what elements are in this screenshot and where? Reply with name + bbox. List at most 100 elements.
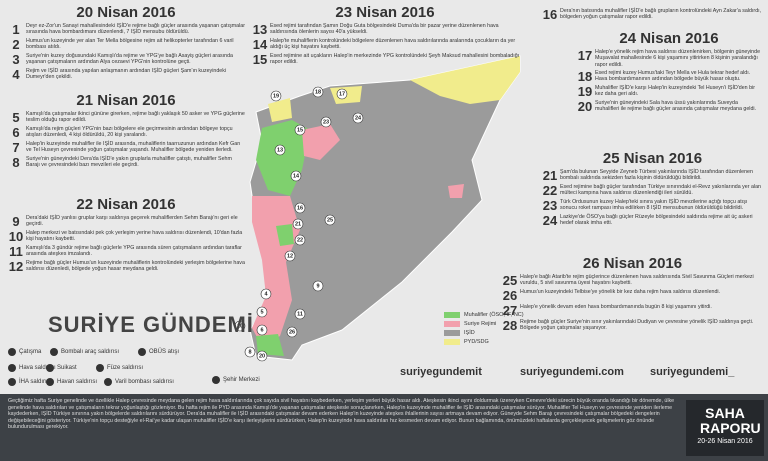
section: 26 Nisan 2016 25 Halep'e bağlı Atarib'te r…	[500, 255, 765, 334]
event-item: 15 Esed rejimine ait uçakların Halep'in m…	[250, 53, 520, 66]
map-marker-label: 20	[259, 353, 265, 359]
legend-entry: IŞİD	[444, 330, 475, 336]
event-text: Suriye'nin güneyindeki Dera'da IŞİD'e ya…	[26, 156, 232, 169]
icon-label: Bombalı araç saldırısı	[61, 349, 120, 355]
event-item: 13 Esed rejimi tarafından Şamın Doğu Guta…	[250, 23, 520, 36]
event-number: 16	[542, 7, 558, 22]
event-number: 23	[542, 198, 558, 213]
legend-entry: Suriye Rejimi	[444, 321, 496, 327]
map-marker-label: 15	[297, 127, 303, 133]
map-marker-label: 26	[289, 329, 295, 335]
map-marker	[284, 250, 296, 262]
map-marker	[294, 124, 306, 136]
footer-text: Geçtiğimiz hafta Suriye genelinde ve öze…	[8, 398, 675, 430]
section-title: 22 Nisan 2016	[76, 196, 176, 213]
event-item: 27 Halep'e yönelik devam eden hava bombar…	[500, 304, 765, 317]
event-item: 7 Halep'in kuzeyinde muhalifler ile IŞİD …	[6, 141, 246, 154]
event-number: 25	[502, 273, 518, 288]
event-text: Humus'un kuzeyinde yer alan Ter Mella bö…	[26, 38, 234, 51]
section-title: 25 Nisan 2016	[602, 150, 703, 167]
event-text: Rejime bağlı güçler Suriye'nin sınır yak…	[520, 319, 754, 332]
map-marker	[286, 326, 298, 338]
event-item: 19 Muhalifler IŞİD'e karşı Halep'in kuzey…	[575, 85, 763, 98]
event-item: 20 Suriye'nin güneyindeki Sala hava üssü …	[575, 100, 763, 113]
event-item: 24 Lazkiye'de ÖSO'ya bağlı güçler Rüzeyle…	[540, 214, 765, 227]
event-number: 14	[252, 37, 268, 52]
report-badge: SAHA RAPORU 20-26 Nisan 2016	[686, 400, 764, 456]
map-marker	[312, 280, 324, 292]
map-marker-label: 9	[316, 283, 319, 289]
event-text: Kamışlı'da çatışmalar ikinci gününe gire…	[26, 111, 245, 124]
section: 25 Nisan 2016 21 Şam'da bulunan Seyyide Ze…	[540, 150, 765, 229]
map-marker	[324, 214, 336, 226]
icon	[8, 364, 16, 372]
event-item: 14 Halep'te muhaliflerin kontrolündeki bö…	[250, 38, 520, 51]
map-marker-label: 14	[293, 173, 300, 179]
event-text: Esed rejimi kuzey Humus'taki Teyr Mella …	[595, 69, 751, 83]
event-text: Rejime bağlı güçler Humus'un kuzeyinde m…	[26, 260, 245, 273]
event-text: Rejim ve IŞİD arasında yapılan anlaşmanı…	[26, 68, 227, 81]
icon-label: Suikast	[57, 365, 77, 371]
map-marker-label: 13	[277, 147, 283, 153]
event-text: Halep'e yönelik rejim hava saldırısı düz…	[595, 49, 761, 68]
event-text: Esed rejimine bağlı güçler tarafından Tü…	[560, 184, 761, 197]
legend-label: Suriye Rejimi	[464, 321, 497, 327]
pyd-area	[410, 56, 520, 104]
event-text: Esed rejimine ait uçakların Halep'in mer…	[270, 53, 520, 66]
regime-area	[302, 124, 340, 160]
social-handle: suriyegundemi.com	[520, 366, 624, 378]
legend-swatch	[444, 312, 460, 318]
event-text: Halep'e yönelik devam eden hava bombardı…	[520, 304, 712, 310]
regime-area	[448, 184, 464, 198]
event-number: 9	[12, 214, 20, 229]
map-marker-label: 12	[287, 253, 293, 259]
icon-label: Çatışma	[19, 349, 42, 355]
event-number: 11	[9, 244, 23, 259]
event-text: Muhalifler IŞİD'e karşı Halep'in kuzeyin…	[595, 84, 755, 98]
map-marker-label: 11	[297, 311, 303, 317]
event-item: 6 Kamışlı'da rejim güçleri YPG'nin bazı b…	[6, 126, 246, 139]
map-marker	[256, 306, 268, 318]
icon-label: Şehir Merkezi	[223, 377, 260, 383]
section-title: 26 Nisan 2016	[582, 255, 683, 272]
event-text: Lazkiye'de ÖSO'ya bağlı güçler Rüzeyle b…	[560, 214, 753, 227]
section-title: 23 Nisan 2016	[335, 4, 435, 21]
section: 20 Nisan 2016 1 Deyr ez-Zor'un Sanayi maha…	[6, 4, 246, 83]
map-marker	[234, 320, 246, 332]
pyd-area	[268, 98, 292, 122]
event-text: Suriye'nin güneyindeki Sala hava üssü ya…	[595, 99, 757, 113]
event-number: 6	[12, 125, 20, 140]
section: 23 Nisan 2016 13 Esed rejimi tarafından Şa…	[250, 4, 520, 68]
event-text: Kamışlı'da rejim güçleri YPG'nin bazı bö…	[26, 126, 233, 139]
event-number: 4	[12, 67, 20, 82]
event-item: 22 Esed rejimine bağlı güçler tarafından …	[540, 184, 765, 197]
event-item: 10 Halep merkezi ve batısındaki pek çok y…	[6, 230, 246, 243]
event-text: Halep merkezi ve batısındaki pek çok yer…	[26, 230, 243, 243]
map-marker-label: 21	[295, 221, 301, 227]
map-marker-label: 22	[297, 237, 303, 243]
section-title: 20 Nisan 2016	[76, 4, 176, 21]
map-marker	[292, 218, 304, 230]
section-continued: 16 Dera'nın batısında muhalifler IŞİD'e b…	[540, 8, 765, 23]
icon-legend-entry: OBÜS atışı	[138, 348, 179, 356]
event-item: 17 Halep'e yönelik rejim hava saldırısı d…	[575, 49, 763, 68]
legend-label: PYD/SDG	[464, 339, 489, 345]
map-marker	[312, 86, 324, 98]
map-marker-label: 24	[355, 115, 362, 121]
event-number: 10	[8, 229, 24, 244]
event-text: Türk Ordusunun kuzey Halep'teki sınıra y…	[560, 199, 748, 212]
event-number: 28	[502, 318, 518, 333]
event-number: 26	[502, 288, 518, 303]
map-marker	[256, 350, 268, 362]
event-item: 18 Esed rejimi kuzey Humus'taki Teyr Mell…	[575, 70, 763, 83]
event-item: 4 Rejim ve IŞİD arasında yapılan anlaşman…	[6, 68, 246, 81]
icon	[46, 378, 54, 386]
event-text: Deyr ez-Zor'un Sanayi mahallesindeki IŞİ…	[26, 23, 246, 36]
legend-swatch	[444, 321, 460, 327]
legend-label: IŞİD	[464, 330, 475, 336]
event-item: 12 Rejime bağlı güçler Humus'un kuzeyinde…	[6, 260, 246, 273]
event-text: Suriye'nin kuzey doğusundaki Kamışlı'da …	[26, 53, 233, 66]
icon	[138, 348, 146, 356]
map-marker-label: 16	[297, 205, 303, 211]
